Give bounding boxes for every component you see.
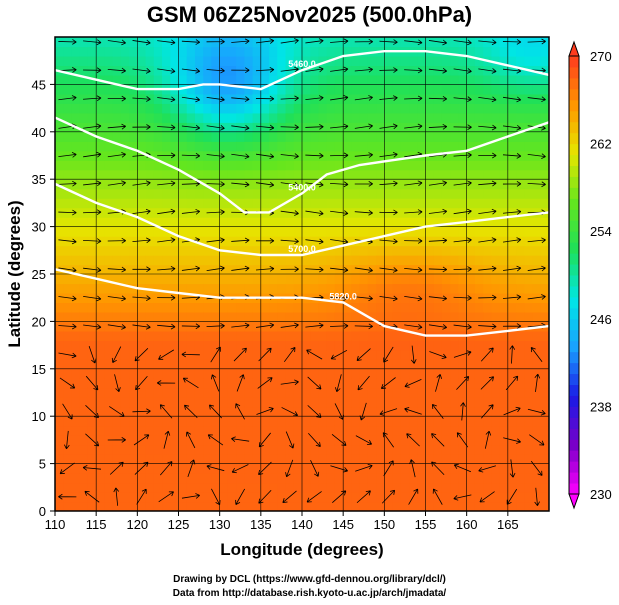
y-tick-label: 30 [32,220,46,235]
y-axis-label: Latitude (degrees) [5,200,24,347]
y-tick-label: 0 [39,504,46,519]
colorbar-tick-label: 230 [590,487,612,502]
contour-label: 5400.0 [288,182,316,192]
height-contour-3 [55,50,549,91]
y-tick-label: 45 [32,77,46,92]
x-tick-label: 145 [332,517,354,532]
temperature-field [55,37,549,511]
colorbar [568,40,580,510]
wind-arrows [58,38,546,506]
height-contour-2 [55,268,549,337]
y-tick-label: 10 [32,409,46,424]
chart-title: GSM 06Z25Nov2025 (500.0hPa) [146,2,473,27]
x-tick-label: 125 [168,517,190,532]
y-tick-label: 35 [32,172,46,187]
y-tick-label: 20 [32,314,46,329]
contour-label: 5820.0 [329,291,357,301]
x-tick-label: 130 [209,517,231,532]
y-tick-label: 5 [39,457,46,472]
colorbar-frame [568,55,580,495]
height-contours: 5400.0 5700.0 5820.0 5460.0 [55,50,549,337]
height-contour-0 [55,116,549,214]
colorbar-bottom-arrow [568,493,580,510]
x-tick-label: 110 [45,517,66,532]
x-tick-label: 150 [373,517,395,532]
colorbar-top-arrow [568,40,580,57]
y-tick-label: 15 [32,362,46,377]
x-tick-label: 140 [291,517,313,532]
colorbar-tick-label: 262 [590,137,612,152]
x-tick-label: 120 [126,517,148,532]
height-contour-1 [55,182,549,257]
x-tick-label: 160 [456,517,478,532]
contour-label: 5460.0 [288,59,316,69]
y-tick-label: 25 [32,267,46,282]
x-tick-label: 155 [415,517,437,532]
x-tick-label: 165 [497,517,519,532]
colorbar-tick-label: 246 [590,312,612,327]
colorbar-tick-label: 238 [590,399,612,414]
contour-label: 5700.0 [288,244,316,254]
colorbar-tick-label: 254 [590,224,612,239]
credit-data-source: Data from http://database.rish.kyoto-u.a… [172,588,447,599]
x-tick-label: 135 [250,517,272,532]
x-tick-label: 115 [86,517,107,532]
x-axis-label: Longitude (degrees) [220,540,383,559]
y-tick-label: 40 [32,125,46,140]
credit-dcl: Drawing by DCL (https://www.gfd-dennou.o… [173,574,446,585]
colorbar-tick-label: 270 [590,49,612,64]
